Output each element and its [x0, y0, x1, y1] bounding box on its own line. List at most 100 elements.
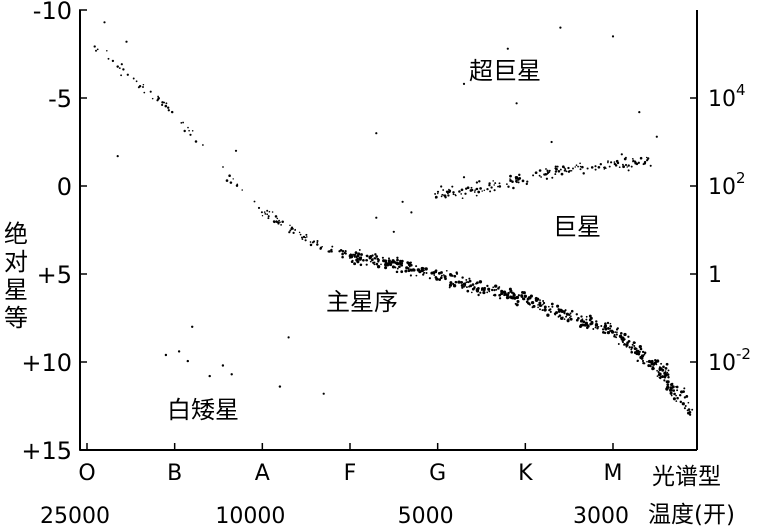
star-point [478, 280, 483, 284]
star-point [167, 109, 170, 112]
star-point [407, 261, 411, 265]
star-point [521, 179, 525, 183]
star-point [391, 259, 395, 263]
star-point [542, 301, 546, 305]
star-point [267, 215, 270, 218]
star-point [649, 365, 652, 368]
star-point [642, 163, 645, 166]
star-point [409, 274, 412, 277]
star-point [474, 189, 476, 191]
star-point [447, 190, 451, 194]
star-point [664, 370, 667, 372]
star-point [478, 180, 481, 183]
star-point [658, 376, 661, 379]
star-point [365, 254, 368, 257]
star-point [467, 281, 470, 284]
star-point [556, 304, 560, 308]
x-category-label: K [518, 461, 533, 486]
star-point [585, 315, 588, 318]
star-point [613, 162, 616, 166]
star-point [387, 259, 391, 263]
star-point [628, 346, 631, 349]
star-point [551, 176, 554, 179]
star-point [610, 161, 613, 164]
star-point [577, 165, 579, 168]
star-point [449, 281, 453, 285]
temperature-label: 5000 [398, 504, 454, 529]
star-point [509, 180, 512, 182]
star-point [546, 173, 548, 176]
star-point [461, 197, 464, 200]
star-point [353, 256, 356, 258]
star-point [290, 226, 294, 229]
star-point [479, 291, 482, 294]
star-point [309, 243, 313, 247]
star-point [575, 313, 578, 316]
temperature-label: 25000 [40, 504, 110, 529]
star-point [666, 383, 670, 387]
star-point [276, 217, 279, 220]
star-point [384, 266, 388, 270]
star-point [266, 209, 269, 212]
region-label: 白矮星 [167, 396, 239, 424]
star-point [473, 287, 476, 290]
star-point [430, 271, 434, 275]
temperature-label: 10000 [215, 504, 285, 529]
star-point [349, 255, 354, 259]
x-axis-title: 光谱型 [652, 464, 721, 490]
star-point [521, 290, 524, 294]
star-point [424, 267, 428, 271]
star-point [656, 375, 659, 377]
star-point [664, 367, 668, 370]
star-point [561, 316, 564, 319]
star-point [396, 256, 399, 259]
star-point [513, 296, 517, 300]
star-point [601, 328, 605, 331]
star-point [433, 274, 436, 276]
star-point [208, 374, 211, 378]
star-point [676, 389, 679, 392]
star-point [500, 289, 504, 293]
x-category-label: B [167, 461, 182, 486]
star-point [498, 293, 502, 297]
star-point [658, 372, 662, 376]
star-point [276, 221, 280, 224]
star-point [382, 259, 386, 263]
star-point [471, 188, 474, 192]
star-point [515, 102, 518, 105]
star-point [569, 316, 571, 319]
star-point [464, 285, 467, 287]
star-point [477, 190, 481, 194]
star-point [388, 257, 390, 260]
star-point [446, 192, 449, 195]
star-point [437, 271, 441, 275]
star-point [666, 380, 669, 383]
star-point [149, 90, 152, 93]
star-point [388, 263, 391, 266]
star-point [630, 350, 633, 354]
star-point [422, 273, 425, 276]
star-point [683, 407, 686, 410]
star-point [602, 331, 605, 334]
star-point [398, 265, 401, 269]
star-point [194, 140, 198, 143]
star-point [93, 45, 96, 48]
star-point [399, 262, 403, 266]
star-point [569, 312, 572, 315]
star-point [400, 270, 404, 274]
star-point [652, 367, 655, 370]
star-point [550, 302, 554, 306]
right-tick-label: 1 [708, 263, 722, 288]
star-point [663, 376, 667, 379]
star-point [470, 291, 473, 294]
y-tick-label: -5 [48, 85, 72, 113]
star-point [353, 262, 357, 266]
star-point [341, 255, 344, 259]
x-category-label: F [344, 461, 357, 486]
star-point [455, 272, 459, 275]
star-point [440, 274, 443, 277]
star-point [681, 402, 685, 406]
star-point [516, 299, 520, 304]
data-points [93, 21, 694, 416]
star-point [280, 224, 282, 226]
